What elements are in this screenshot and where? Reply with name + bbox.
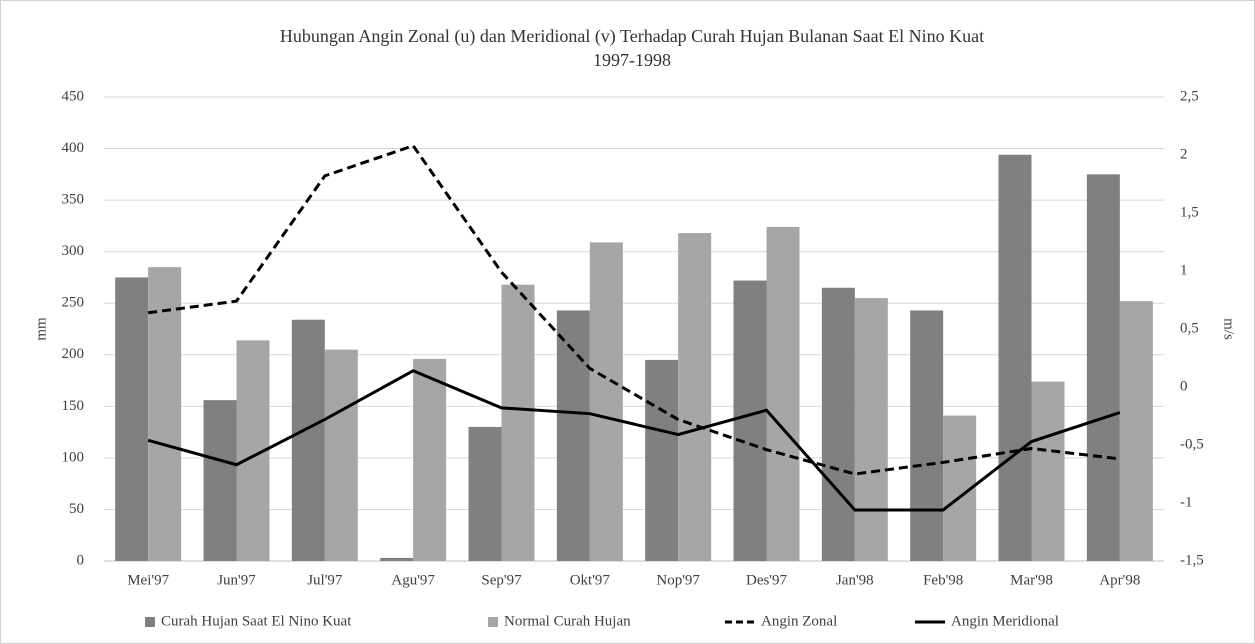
bar (115, 277, 149, 561)
legend-label: Curah Hujan Saat El Nino Kuat (161, 613, 352, 629)
line-series (147, 143, 1121, 476)
bar (291, 319, 325, 561)
x-tick-label: Jun'97 (217, 572, 256, 588)
bar (998, 154, 1032, 561)
line-series (147, 369, 1121, 512)
bar (821, 287, 855, 561)
y-axis-label: mm (33, 317, 49, 341)
bar (645, 359, 679, 561)
x-tick-label: Nop'97 (656, 572, 700, 588)
legend-label: Angin Zonal (761, 613, 837, 629)
x-tick-label: Sep'97 (481, 572, 522, 588)
bar (380, 557, 414, 561)
x-tick-label: Mei'97 (127, 572, 169, 588)
x-tick-label: Jan'98 (836, 572, 874, 588)
y-tick-label: 300 (62, 243, 85, 259)
y-tick-label: 250 (62, 295, 85, 311)
y2-tick-label: 1,5 (1180, 204, 1199, 220)
y2-axis-label: m/s (1221, 318, 1237, 340)
x-tick-label: Apr'98 (1099, 572, 1140, 588)
legend-swatch (145, 617, 155, 627)
chart-subtitle: 1997-1998 (593, 50, 671, 70)
y2-tick-label: 2,5 (1180, 88, 1199, 104)
y2-tick-label: 0,5 (1180, 320, 1199, 336)
bar (678, 233, 712, 561)
legend-label: Normal Curah Hujan (504, 613, 631, 629)
bar (589, 242, 623, 562)
y-tick-label: 150 (62, 398, 85, 414)
bar (910, 310, 944, 561)
chart-title: Hubungan Angin Zonal (u) dan Meridional … (280, 26, 984, 47)
bar (556, 310, 590, 561)
x-tick-label: Mar'98 (1010, 572, 1053, 588)
y2-tick-label: 2 (1180, 146, 1188, 162)
y-tick-label: 400 (62, 140, 85, 156)
bar (413, 358, 447, 561)
y-tick-label: 200 (62, 346, 85, 362)
x-tick-label: Agu'97 (391, 572, 435, 588)
x-tick-label: Jul'97 (307, 572, 343, 588)
y-tick-label: 50 (69, 501, 84, 517)
bar (501, 284, 535, 561)
bar (468, 426, 502, 561)
x-tick-label: Des'97 (746, 572, 788, 588)
bar (766, 226, 800, 562)
y2-tick-label: 0 (1180, 378, 1188, 394)
bar (1119, 301, 1153, 561)
y-tick-label: 100 (62, 449, 85, 465)
bar (854, 298, 888, 561)
y2-tick-label: 1 (1180, 262, 1188, 278)
x-tick-label: Okt'97 (570, 572, 611, 588)
y2-tick-label: -0,5 (1180, 436, 1204, 452)
x-tick-label: Feb'98 (923, 572, 963, 588)
y-tick-label: 450 (62, 88, 85, 104)
legend-label: Angin Meridional (951, 613, 1059, 629)
legend-swatch (488, 617, 498, 627)
bar (324, 349, 358, 561)
y2-tick-label: -1,5 (1180, 552, 1204, 568)
y2-tick-label: -1 (1180, 494, 1193, 510)
bar (203, 400, 237, 561)
y-tick-label: 350 (62, 192, 85, 208)
bar (148, 267, 182, 561)
y-tick-label: 0 (77, 552, 85, 568)
bar (1031, 381, 1065, 561)
bar (1086, 174, 1120, 562)
bar (733, 280, 767, 561)
